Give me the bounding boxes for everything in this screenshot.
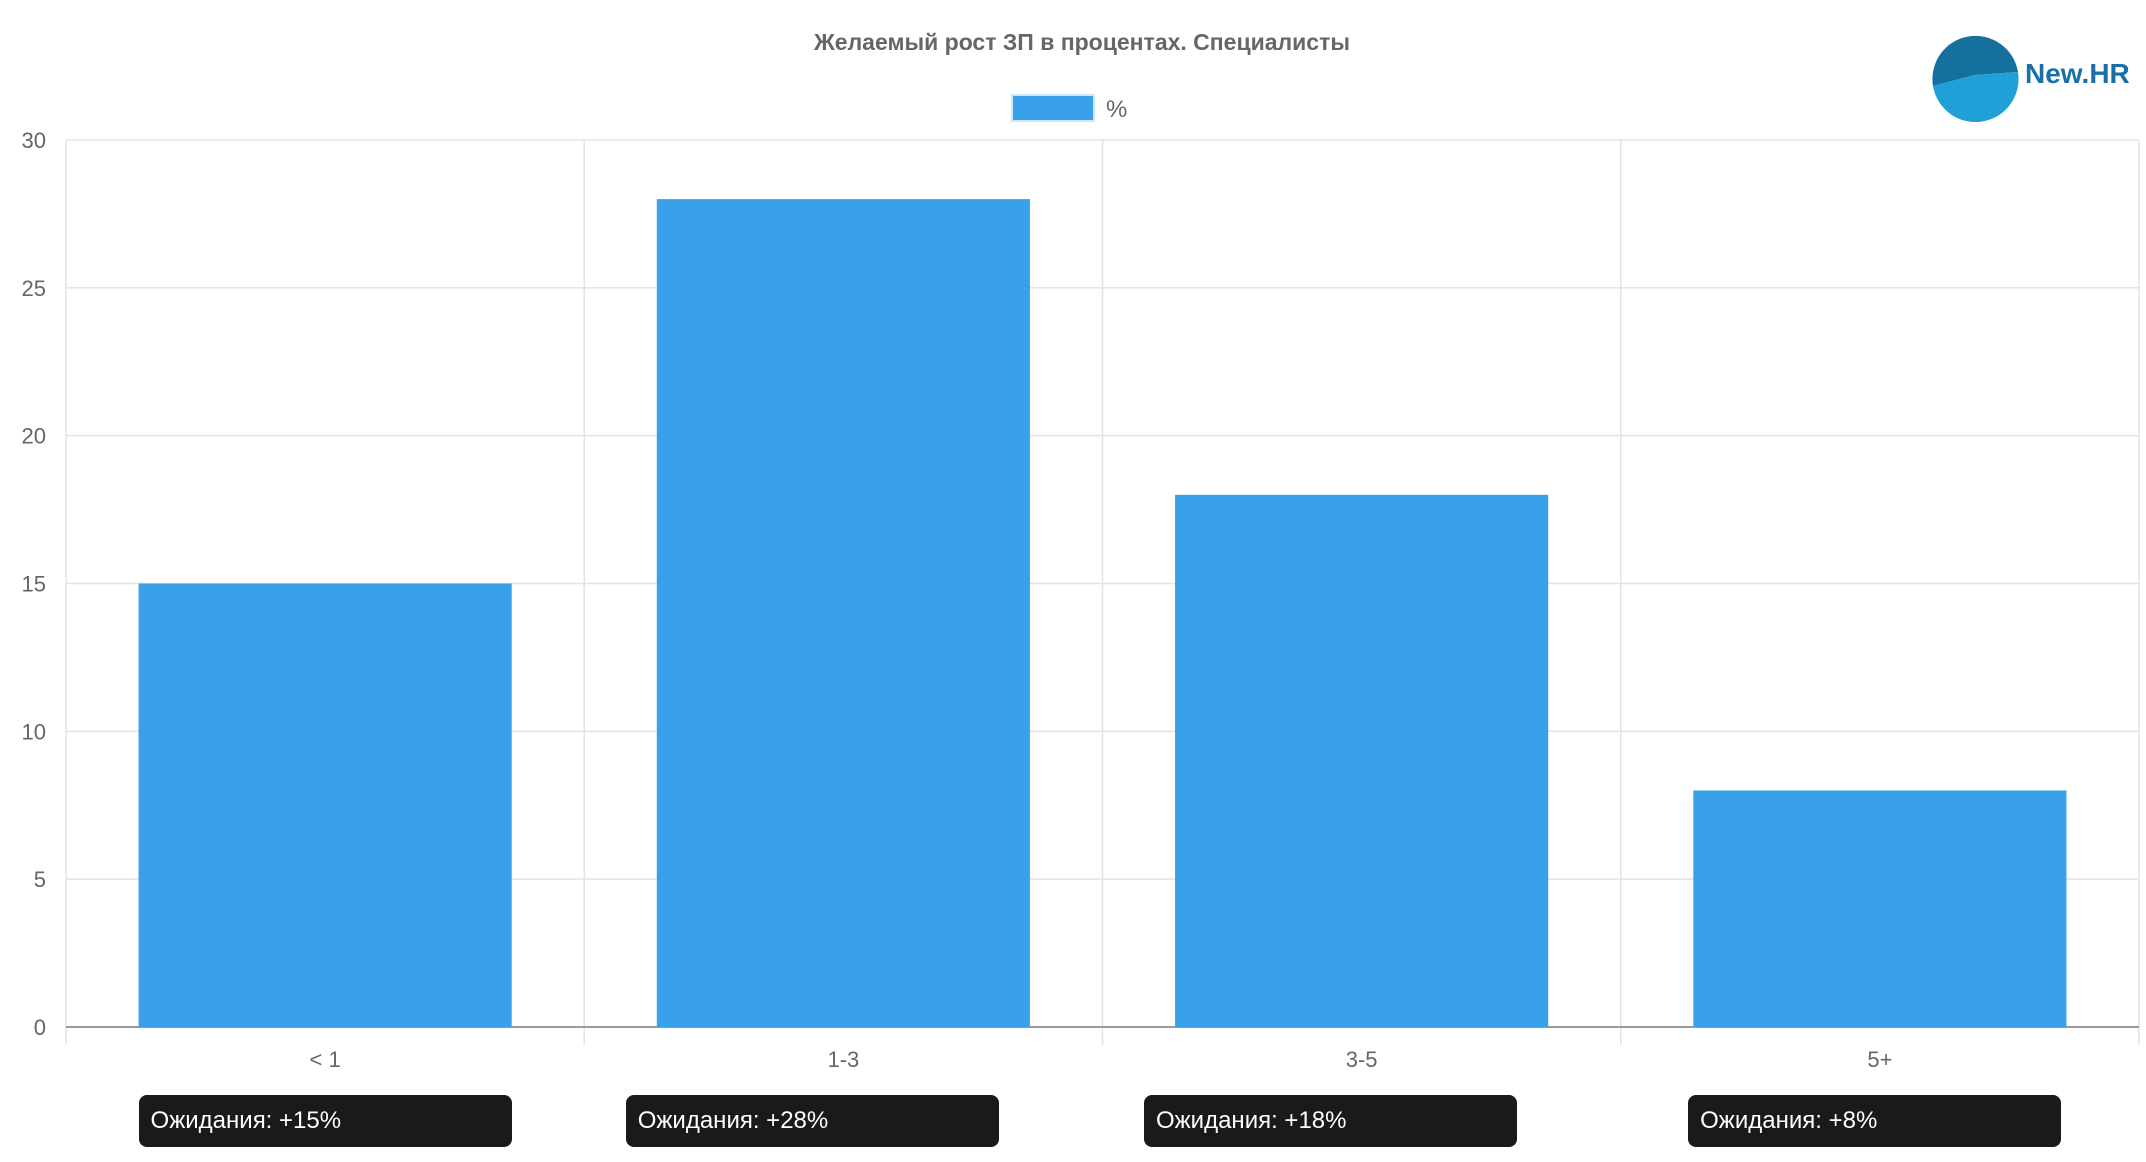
y-tick-label: 25 <box>22 276 46 301</box>
y-tick-label: 0 <box>34 1015 46 1040</box>
chart-title: Желаемый рост ЗП в процентах. Специалист… <box>813 29 1350 55</box>
bar-2[interactable] <box>1175 494 1549 1027</box>
x-tick-label: < 1 <box>310 1047 341 1072</box>
legend[interactable]: % <box>1011 94 1127 123</box>
tooltip-1: Ожидания: +28% <box>625 1095 999 1147</box>
logo: New.HR <box>1930 28 2140 123</box>
tooltip-0: Ожидания: +15% <box>138 1095 512 1147</box>
x-tick-label: 1-3 <box>827 1047 859 1072</box>
x-axis: < 1 1-3 3-5 5+ <box>310 1047 1893 1072</box>
y-tick-label: 30 <box>22 128 46 153</box>
tooltip-3: Ожидания: +8% <box>1688 1095 2062 1147</box>
logo-text: New.HR <box>2025 58 2130 89</box>
y-axis: 0 5 10 15 20 25 30 <box>22 128 46 1040</box>
bar-3[interactable] <box>1693 790 2067 1027</box>
legend-label: % <box>1106 96 1127 123</box>
bars <box>138 199 2067 1028</box>
logo-icon <box>1932 35 2019 123</box>
bar-1[interactable] <box>656 199 1030 1028</box>
y-tick-label: 5 <box>34 867 46 892</box>
y-tick-label: 10 <box>22 719 46 744</box>
tooltip-2: Ожидания: +18% <box>1143 1095 1518 1147</box>
y-tick-label: 20 <box>22 424 46 449</box>
legend-swatch <box>1011 94 1095 122</box>
x-tick-label: 3-5 <box>1346 1047 1378 1072</box>
x-tick-label: 5+ <box>1867 1047 1892 1072</box>
bar-0[interactable] <box>138 583 512 1028</box>
y-tick-label: 15 <box>22 572 46 597</box>
